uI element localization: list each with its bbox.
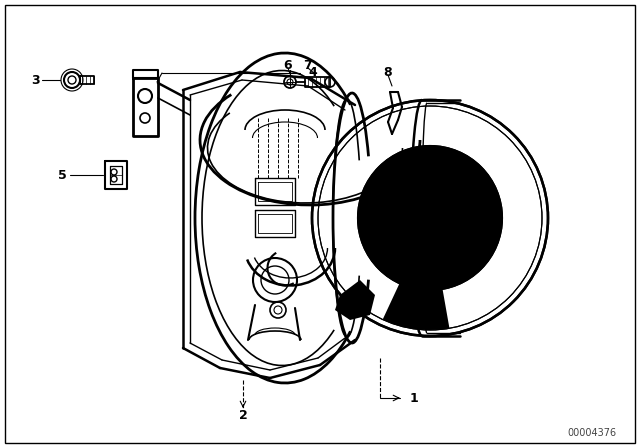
Circle shape <box>381 169 479 267</box>
Polygon shape <box>335 280 375 320</box>
Circle shape <box>463 264 467 268</box>
Text: 2: 2 <box>239 409 248 422</box>
Text: 5: 5 <box>58 168 67 181</box>
Wedge shape <box>383 218 449 330</box>
Text: 8: 8 <box>384 65 392 78</box>
Circle shape <box>410 198 450 238</box>
Text: 3: 3 <box>31 73 39 86</box>
Circle shape <box>371 198 375 202</box>
Circle shape <box>460 262 470 271</box>
Circle shape <box>460 262 470 271</box>
Circle shape <box>390 262 400 271</box>
Circle shape <box>358 146 502 290</box>
Circle shape <box>368 194 378 204</box>
Circle shape <box>482 194 492 204</box>
Circle shape <box>425 153 435 163</box>
Text: 6: 6 <box>284 59 292 72</box>
Circle shape <box>368 194 378 204</box>
Circle shape <box>381 169 479 267</box>
Circle shape <box>410 198 450 238</box>
Text: 00004376: 00004376 <box>568 428 616 438</box>
Text: 7: 7 <box>303 59 312 72</box>
Text: 4: 4 <box>308 65 317 78</box>
Circle shape <box>393 264 397 268</box>
Circle shape <box>485 198 489 202</box>
Circle shape <box>390 262 400 271</box>
Text: 1: 1 <box>410 392 419 405</box>
Circle shape <box>428 156 432 160</box>
Circle shape <box>482 194 492 204</box>
Circle shape <box>425 153 435 163</box>
Circle shape <box>410 198 450 238</box>
